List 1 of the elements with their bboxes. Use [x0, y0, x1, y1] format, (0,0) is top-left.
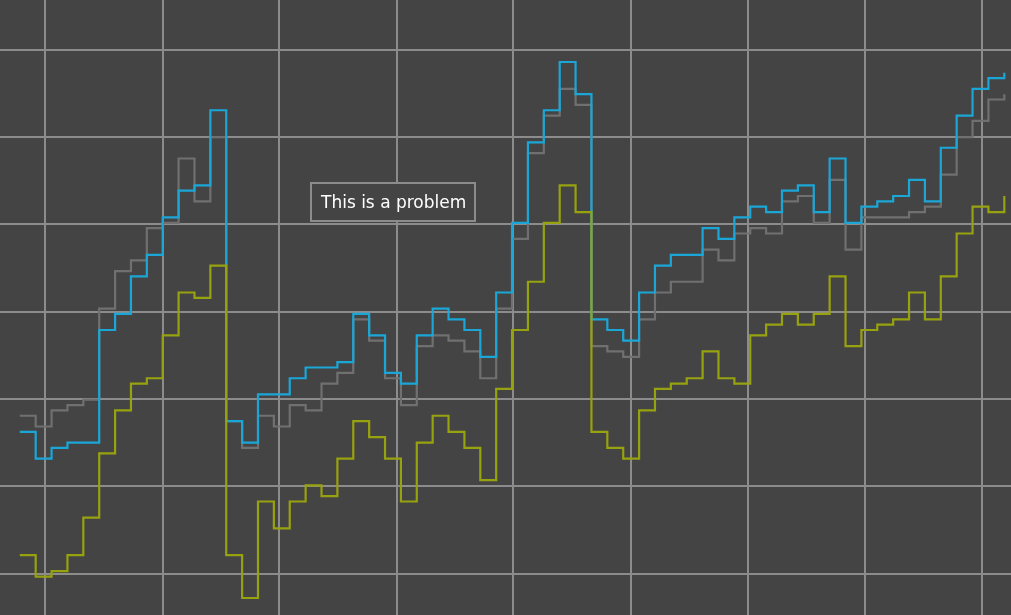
annotation: This is a problem — [320, 192, 467, 212]
